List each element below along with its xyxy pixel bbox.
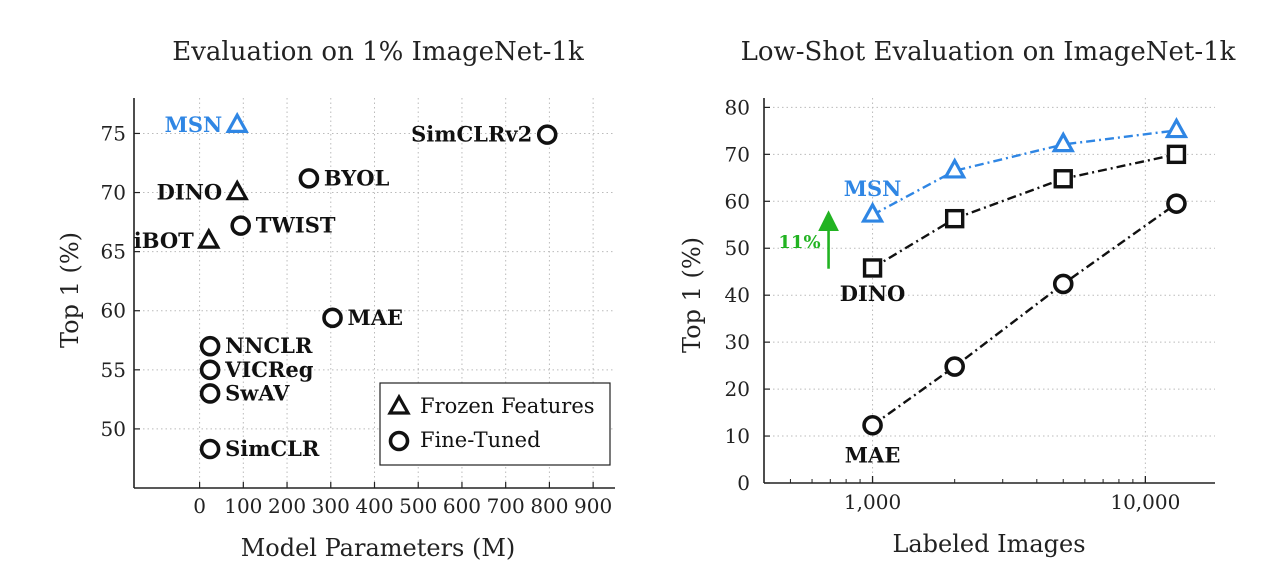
left-ticks: 0 100 200 300 400 500 600 700 800 900 50 55 60 65 70 75 bbox=[101, 121, 613, 518]
right-y-tick-label: 40 bbox=[725, 283, 750, 307]
point-label-simclrv2: SimCLRv2 bbox=[411, 122, 532, 147]
series-mae-circle-point bbox=[862, 414, 883, 436]
left-y-tick-label: 55 bbox=[101, 358, 126, 382]
point-dino-triangle bbox=[225, 179, 249, 201]
left-points: MSN DINO iBOT SimCLRv2 BYOL TWIST MAE NNCLRVICR… bbox=[134, 111, 558, 461]
right-chart: Low-Shot Evaluation on ImageNet-1k 0 10 20… bbox=[678, 37, 1236, 558]
left-x-tick-label: 500 bbox=[399, 494, 437, 518]
left-axes bbox=[133, 98, 615, 489]
right-ticks: 0 10 20 30 40 50 60 70 80 1,000 10,000 bbox=[725, 95, 1181, 514]
right-x-tick-label: 1,000 bbox=[844, 490, 901, 514]
left-y-tick-label: 50 bbox=[101, 417, 126, 441]
left-y-tick-label: 70 bbox=[101, 181, 126, 205]
point-mae-circle bbox=[322, 307, 343, 329]
point-ibot-triangle bbox=[197, 227, 221, 249]
point-nnclr-circle bbox=[199, 335, 221, 357]
point-label-dino: DINO bbox=[157, 180, 223, 205]
right-y-axis-label: Top 1 (%) bbox=[678, 237, 706, 353]
series-msn-line bbox=[871, 129, 1177, 216]
right-y-tick-label: 10 bbox=[725, 424, 750, 448]
legend-label-frozen: Frozen Features bbox=[420, 394, 595, 418]
point-label-nnclr: NNCLR bbox=[225, 333, 313, 358]
left-y-axis-label: Top 1 (%) bbox=[56, 232, 84, 348]
left-x-tick-label: 100 bbox=[224, 494, 262, 518]
left-x-tick-label: 900 bbox=[574, 494, 612, 518]
legend-circle-icon bbox=[388, 430, 410, 452]
series-dino-square-point bbox=[1166, 144, 1187, 165]
point-label-swav: SwAV bbox=[225, 380, 290, 405]
point-msn-triangle bbox=[225, 111, 249, 133]
left-x-tick-label: 600 bbox=[443, 494, 481, 518]
series-msn-triangle-point bbox=[1164, 117, 1189, 139]
series-dino-line bbox=[871, 153, 1177, 269]
legend: Frozen Features Fine-Tuned bbox=[379, 382, 611, 466]
series-label-dino: DINO bbox=[840, 281, 906, 306]
series-dino-square-point bbox=[1053, 169, 1073, 189]
left-chart: Evaluation on 1% ImageNet-1k 0 100 200 300 4… bbox=[56, 37, 615, 562]
point-simclrv2-circle bbox=[536, 124, 558, 145]
left-chart-title: Evaluation on 1% ImageNet-1k bbox=[172, 37, 584, 67]
right-chart-title: Low-Shot Evaluation on ImageNet-1k bbox=[741, 37, 1236, 67]
right-grid bbox=[764, 98, 1215, 484]
point-label-ibot: iBOT bbox=[134, 228, 194, 253]
point-label-simclr: SimCLR bbox=[225, 436, 320, 461]
point-twist-circle bbox=[230, 215, 251, 236]
left-y-tick-label: 65 bbox=[101, 240, 126, 264]
right-y-tick-label: 30 bbox=[725, 330, 750, 354]
left-y-tick-label: 75 bbox=[101, 121, 126, 145]
series-dino-square-point bbox=[862, 258, 883, 278]
series-mae-circle-point bbox=[1052, 273, 1074, 295]
right-x-axis-label: Labeled Images bbox=[892, 530, 1085, 558]
point-label-byol: BYOL bbox=[324, 165, 390, 190]
left-x-tick-label: 300 bbox=[312, 494, 350, 518]
right-series: MSN DINO MAE bbox=[840, 117, 1189, 467]
right-y-tick-label: 80 bbox=[725, 95, 750, 119]
point-simclr-circle bbox=[199, 438, 221, 460]
point-vicreg-circle bbox=[199, 359, 221, 381]
series-msn-triangle-point bbox=[860, 201, 885, 223]
left-x-tick-label: 800 bbox=[530, 494, 568, 518]
series-dino-square-point bbox=[944, 208, 965, 229]
right-y-tick-label: 50 bbox=[725, 236, 750, 260]
point-label-twist: TWIST bbox=[256, 213, 336, 238]
right-x-tick-label: 10,000 bbox=[1110, 490, 1180, 514]
right-y-tick-label: 20 bbox=[725, 377, 750, 401]
right-y-tick-label: 60 bbox=[725, 189, 750, 213]
series-msn-triangle-point bbox=[1051, 131, 1075, 153]
improvement-label: 11% bbox=[778, 232, 820, 253]
series-label-msn: MSN bbox=[844, 176, 902, 201]
point-label-mae: MAE bbox=[348, 305, 404, 330]
point-byol-circle bbox=[298, 168, 320, 189]
legend-box bbox=[379, 382, 611, 466]
left-x-tick-label: 700 bbox=[487, 494, 525, 518]
series-mae-circle-point bbox=[1166, 193, 1187, 214]
legend-label-finetuned: Fine-Tuned bbox=[420, 428, 541, 452]
left-x-tick-label: 400 bbox=[355, 494, 393, 518]
series-label-mae: MAE bbox=[845, 442, 901, 467]
left-x-axis-label: Model Parameters (M) bbox=[241, 534, 516, 562]
improvement-annotation: 11% bbox=[778, 210, 839, 269]
point-label-vicreg: VICReg bbox=[224, 357, 314, 382]
right-y-tick-label: 0 bbox=[737, 471, 750, 495]
left-x-tick-label: 200 bbox=[268, 494, 306, 518]
legend-triangle-icon bbox=[387, 393, 411, 415]
series-msn-triangle-point bbox=[942, 157, 967, 179]
point-swav-circle bbox=[199, 383, 221, 404]
right-axes bbox=[763, 98, 1215, 484]
right-y-tick-label: 70 bbox=[725, 142, 750, 166]
point-label-msn: MSN bbox=[165, 112, 223, 137]
left-y-tick-label: 60 bbox=[101, 299, 126, 323]
series-mae-line bbox=[871, 202, 1178, 427]
series-mae-circle-point bbox=[944, 356, 965, 377]
left-x-tick-label: 0 bbox=[193, 494, 206, 518]
